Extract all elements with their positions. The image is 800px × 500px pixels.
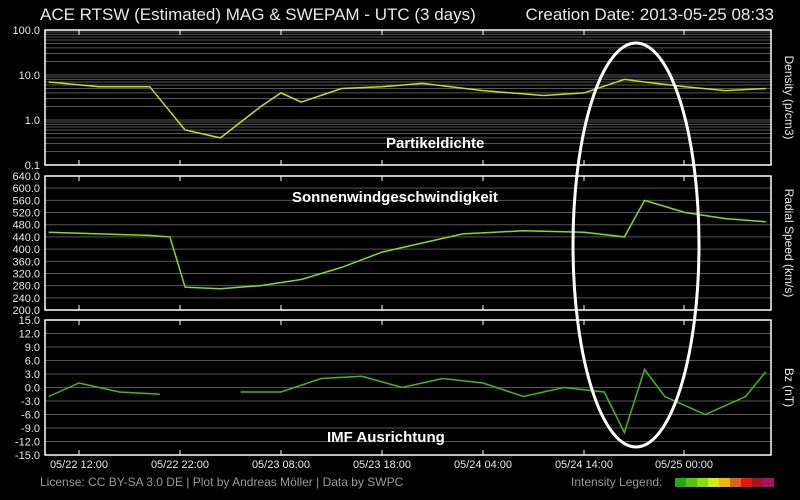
density-annotation: Partikeldichte bbox=[386, 135, 484, 152]
legend-swatch bbox=[763, 478, 774, 487]
chart-title: ACE RTSW (Estimated) MAG & SWEPAM - UTC … bbox=[40, 5, 476, 24]
panel-bz: 15.0 12.09.0 6.03.0 0.0-3.0 -6.0-9.0 -12.0-15… bbox=[15, 315, 796, 462]
legend-swatch bbox=[697, 478, 708, 487]
y-tick-label: 240.0 bbox=[12, 293, 40, 305]
y-tick-label: 1.0 bbox=[25, 115, 40, 127]
y-tick-label: 15.0 bbox=[19, 315, 40, 327]
y-tick-label: 6.0 bbox=[25, 356, 40, 368]
plot-frame bbox=[44, 175, 772, 311]
y-tick-label: -3.0 bbox=[21, 396, 40, 408]
legend-swatch bbox=[752, 478, 763, 487]
y-tick-label: 560.0 bbox=[12, 195, 40, 207]
y-tick-label: 0.0 bbox=[25, 383, 40, 395]
y-tick-label: 200.0 bbox=[12, 305, 40, 317]
x-tick-label: 05/22 12:00 bbox=[50, 459, 108, 471]
legend-swatch bbox=[675, 478, 686, 487]
y-tick-label: 0.1 bbox=[25, 160, 40, 172]
panel-density: 100.0 10.0 1.0 0.1 Density (p/cm3) bbox=[12, 25, 796, 172]
intensity-legend-label: Intensity Legend: bbox=[571, 475, 663, 489]
data-series bbox=[48, 367, 767, 435]
ylabel-speed: Radial Speed (km/s) bbox=[782, 189, 796, 298]
legend-swatch bbox=[708, 478, 719, 487]
y-tick-label: 3.0 bbox=[25, 369, 40, 381]
data-series bbox=[48, 78, 766, 139]
y-tick-label: 100.0 bbox=[12, 25, 40, 37]
x-tick-label: 05/23 18:00 bbox=[353, 459, 411, 471]
y-tick-label: 9.0 bbox=[25, 342, 40, 354]
y-tick-label: 440.0 bbox=[12, 232, 40, 244]
plot-frame bbox=[44, 319, 772, 456]
ylabel-bz: Bz (nT) bbox=[782, 368, 796, 407]
legend-swatch bbox=[730, 478, 741, 487]
x-tick-label: 05/24 14:00 bbox=[555, 459, 613, 471]
x-tick-label: 05/23 08:00 bbox=[252, 459, 310, 471]
plot-frame bbox=[44, 29, 772, 166]
highlight-ellipse bbox=[571, 41, 701, 449]
x-tick-label: 05/24 04:00 bbox=[454, 459, 512, 471]
y-tick-label: 600.0 bbox=[12, 183, 40, 195]
y-tick-label: -12.0 bbox=[15, 437, 40, 449]
speed-annotation: Sonnenwindgeschwindigkeit bbox=[292, 189, 498, 206]
y-tick-label: 12.0 bbox=[19, 329, 40, 341]
legend-swatch bbox=[741, 478, 752, 487]
y-tick-label: 10.0 bbox=[19, 70, 40, 82]
y-tick-label: 360.0 bbox=[12, 256, 40, 268]
y-tick-label: 520.0 bbox=[12, 208, 40, 220]
panel-radial-speed: 640.0600.0560.0520.0480.0440.0400.0360.0… bbox=[12, 171, 796, 317]
data-series bbox=[48, 199, 766, 290]
ylabel-density: Density (p/cm3) bbox=[782, 55, 796, 139]
license-footer: License: CC BY-SA 3.0 DE | Plot by Andre… bbox=[40, 475, 404, 489]
y-tick-label: 280.0 bbox=[12, 281, 40, 293]
y-tick-label: -6.0 bbox=[21, 410, 40, 422]
bz-annotation: IMF Ausrichtung bbox=[327, 429, 445, 446]
x-tick-label: 05/25 00:00 bbox=[655, 459, 713, 471]
y-tick-label: 320.0 bbox=[12, 268, 40, 280]
y-tick-label: -15.0 bbox=[15, 450, 40, 462]
creation-date: Creation Date: 2013-05-25 08:33 bbox=[525, 5, 774, 24]
intensity-legend bbox=[675, 478, 774, 487]
y-tick-label: -9.0 bbox=[21, 423, 40, 435]
x-tick-label: 05/22 22:00 bbox=[151, 459, 209, 471]
legend-swatch bbox=[686, 478, 697, 487]
y-tick-label: 480.0 bbox=[12, 220, 40, 232]
y-tick-label: 400.0 bbox=[12, 244, 40, 256]
y-tick-label: 640.0 bbox=[12, 171, 40, 183]
legend-swatch bbox=[719, 478, 730, 487]
